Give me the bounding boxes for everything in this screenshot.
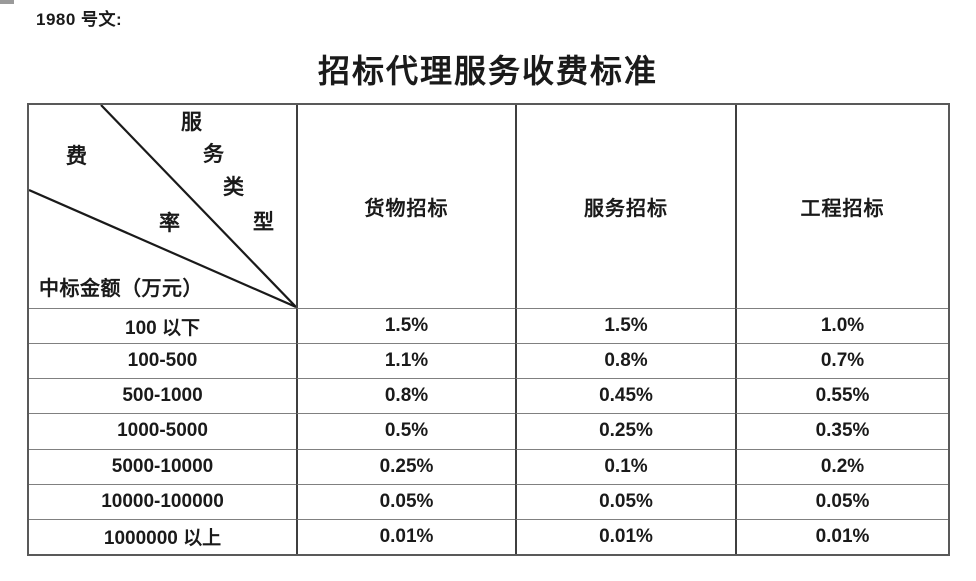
fee-value: 0.05% [515, 483, 735, 519]
diagonal-divider-lines [29, 105, 296, 308]
fee-value: 0.05% [296, 483, 515, 519]
fee-value: 0.55% [735, 378, 948, 414]
fee-value: 0.25% [296, 448, 515, 484]
fee-value: 0.01% [735, 518, 948, 554]
fee-value: 0.8% [515, 343, 735, 379]
row-label: 5000-10000 [29, 448, 296, 484]
fee-value: 0.8% [296, 378, 515, 414]
fee-value: 0.5% [296, 413, 515, 449]
fee-value: 1.1% [296, 343, 515, 379]
fee-value: 0.2% [735, 448, 948, 484]
fee-value: 0.05% [735, 483, 948, 519]
fee-value: 0.7% [735, 343, 948, 379]
fee-table: 费 率 服 务 类 型 中标金额（万元） 货物招标 服务招标 工程招标 100 … [27, 103, 950, 556]
fee-value: 0.35% [735, 413, 948, 449]
row-label: 10000-100000 [29, 483, 296, 519]
fee-value: 0.1% [515, 448, 735, 484]
corner-header-cell: 费 率 服 务 类 型 中标金额（万元） [29, 105, 296, 308]
row-label: 1000-5000 [29, 413, 296, 448]
corner-type-char: 服 [181, 110, 202, 134]
fee-value: 1.5% [515, 308, 735, 344]
corner-type-char: 类 [223, 175, 244, 199]
corner-rate-char: 费 [66, 144, 87, 168]
fee-value: 0.45% [515, 378, 735, 414]
corner-type-char: 务 [203, 142, 224, 166]
scan-artifact [0, 0, 14, 4]
fee-value: 1.0% [735, 308, 948, 344]
page-title: 招标代理服务收费标准 [317, 53, 658, 89]
corner-rate-char: 率 [159, 211, 180, 235]
row-label: 500-1000 [29, 378, 296, 413]
col-header-goods: 货物招标 [296, 105, 515, 308]
corner-type-char: 型 [253, 210, 274, 234]
doc-reference: 1980 号文: [36, 10, 123, 29]
row-label: 100 以下 [29, 308, 296, 343]
corner-row-axis-label: 中标金额（万元） [39, 278, 203, 300]
row-label: 100-500 [29, 343, 296, 378]
fee-value: 1.5% [296, 308, 515, 344]
col-header-service: 服务招标 [515, 105, 735, 308]
row-label: 1000000 以上 [29, 518, 296, 554]
fee-value: 0.25% [515, 413, 735, 449]
fee-value: 0.01% [296, 518, 515, 554]
col-header-engineering: 工程招标 [735, 105, 948, 308]
fee-value: 0.01% [515, 518, 735, 554]
